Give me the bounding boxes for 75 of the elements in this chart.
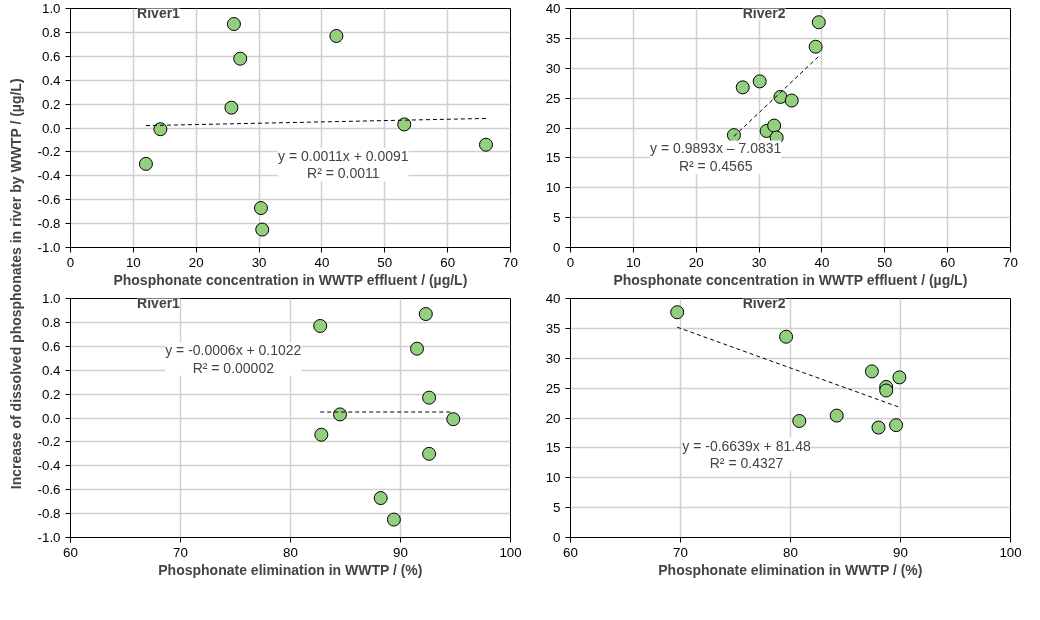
x-tick-label: 30 <box>751 254 767 270</box>
x-tick-label: 70 <box>673 544 688 560</box>
annotation: y = 0.0011x + 0.0091 R² = 0.0011 <box>278 147 409 182</box>
x-axis-title: Phosphonate elimination in WWTP / (%) <box>658 561 923 578</box>
y-tick-label: 0.8 <box>41 24 61 40</box>
y-tick-label: 35 <box>545 320 561 336</box>
y-tick-label: 0.6 <box>41 48 61 64</box>
y-tick-label: 0 <box>553 240 561 255</box>
x-tick-label: 50 <box>877 254 893 270</box>
y-tick-label: 10 <box>545 180 561 196</box>
y-tick-label: -0.4 <box>37 168 62 184</box>
y-tick-label: 15 <box>545 440 561 456</box>
y-tick-label: -0.4 <box>37 458 62 474</box>
y-tick-label: 25 <box>545 380 561 396</box>
annotation: y = 0.9893x – 7.0831 R² = 0.4565 <box>650 140 782 174</box>
x-axis-title: Phosphonate elimination in WWTP / (%) <box>158 561 423 578</box>
x-tick-label: 60 <box>563 544 578 560</box>
y-tick-label: 1.0 <box>41 1 61 16</box>
y-tick-label: 20 <box>545 410 561 426</box>
x-tick-label: 60 <box>440 254 456 270</box>
y-tick-label: -0.8 <box>37 506 61 522</box>
x-tick-label: 60 <box>63 544 78 560</box>
y-tick-label: 0 <box>553 530 561 545</box>
x-tick-label: 20 <box>188 254 204 270</box>
x-tick-label: 40 <box>314 254 330 270</box>
y-tick-label: 20 <box>545 120 561 136</box>
y-tick-label: -1.0 <box>37 240 61 255</box>
y-tick-label: 35 <box>545 30 561 46</box>
y-axis-title: Increase of dissolved phosphonates in river by WWTP / (µg/L) <box>7 78 24 490</box>
y-tick-label: -0.8 <box>37 216 61 232</box>
x-tick-label: 60 <box>940 254 956 270</box>
x-tick-label: 10 <box>125 254 141 270</box>
y-tick-label: -0.2 <box>37 434 61 450</box>
x-tick-label: 70 <box>503 254 518 270</box>
y-tick-label: 5 <box>553 210 561 226</box>
x-tick-label: 90 <box>393 544 408 560</box>
x-tick-label: 90 <box>893 544 908 560</box>
y-tick-label: 0.0 <box>41 120 61 136</box>
x-tick-label: 10 <box>625 254 641 270</box>
y-tick-label: -0.6 <box>37 192 61 208</box>
x-tick-label: 80 <box>783 544 798 560</box>
x-tick-label: 70 <box>1003 254 1018 270</box>
x-tick-label: 100 <box>999 544 1022 560</box>
x-tick-label: 0 <box>566 254 575 270</box>
y-tick-label: 0.8 <box>41 314 61 330</box>
x-tick-label: 70 <box>173 544 188 560</box>
y-tick-label: 0.4 <box>41 362 62 378</box>
annotation: y = -0.0006x + 0.1022 R² = 0.00002 <box>165 342 302 376</box>
x-tick-label: 30 <box>251 254 267 270</box>
y-tick-label: -1.0 <box>37 530 61 545</box>
x-axis-title: Phosphonate concentration in WWTP effluent / (µg/L) <box>613 271 968 288</box>
x-axis-title: Phosphonate concentration in WWTP effluent / (µg/L) <box>113 271 468 288</box>
y-tick-label: 30 <box>545 350 561 366</box>
x-tick-label: 100 <box>499 544 522 560</box>
annotation: y = -0.6639x + 81.48 R² = 0.4327 <box>682 437 811 472</box>
y-tick-label: 25 <box>545 90 561 106</box>
y-tick-label: -0.6 <box>37 482 61 498</box>
y-tick-label: 40 <box>545 1 561 16</box>
y-tick-label: 1.0 <box>41 291 61 306</box>
y-tick-label: 0.6 <box>41 338 61 354</box>
x-tick-label: 20 <box>688 254 704 270</box>
y-tick-label: 15 <box>545 150 561 166</box>
y-tick-label: 0.4 <box>41 72 62 88</box>
x-tick-label: 50 <box>377 254 393 270</box>
y-tick-label: 5 <box>553 500 561 516</box>
y-tick-label: 10 <box>545 470 561 486</box>
x-tick-label: 40 <box>814 254 830 270</box>
y-tick-label: 0.2 <box>41 96 61 112</box>
x-tick-label: 80 <box>283 544 298 560</box>
y-tick-label: 0.2 <box>41 386 61 402</box>
y-tick-label: 30 <box>545 60 561 76</box>
y-tick-label: -0.2 <box>37 144 61 160</box>
y-tick-label: 40 <box>545 291 561 306</box>
y-tick-label: 0.0 <box>41 410 61 426</box>
x-tick-label: 0 <box>66 254 75 270</box>
